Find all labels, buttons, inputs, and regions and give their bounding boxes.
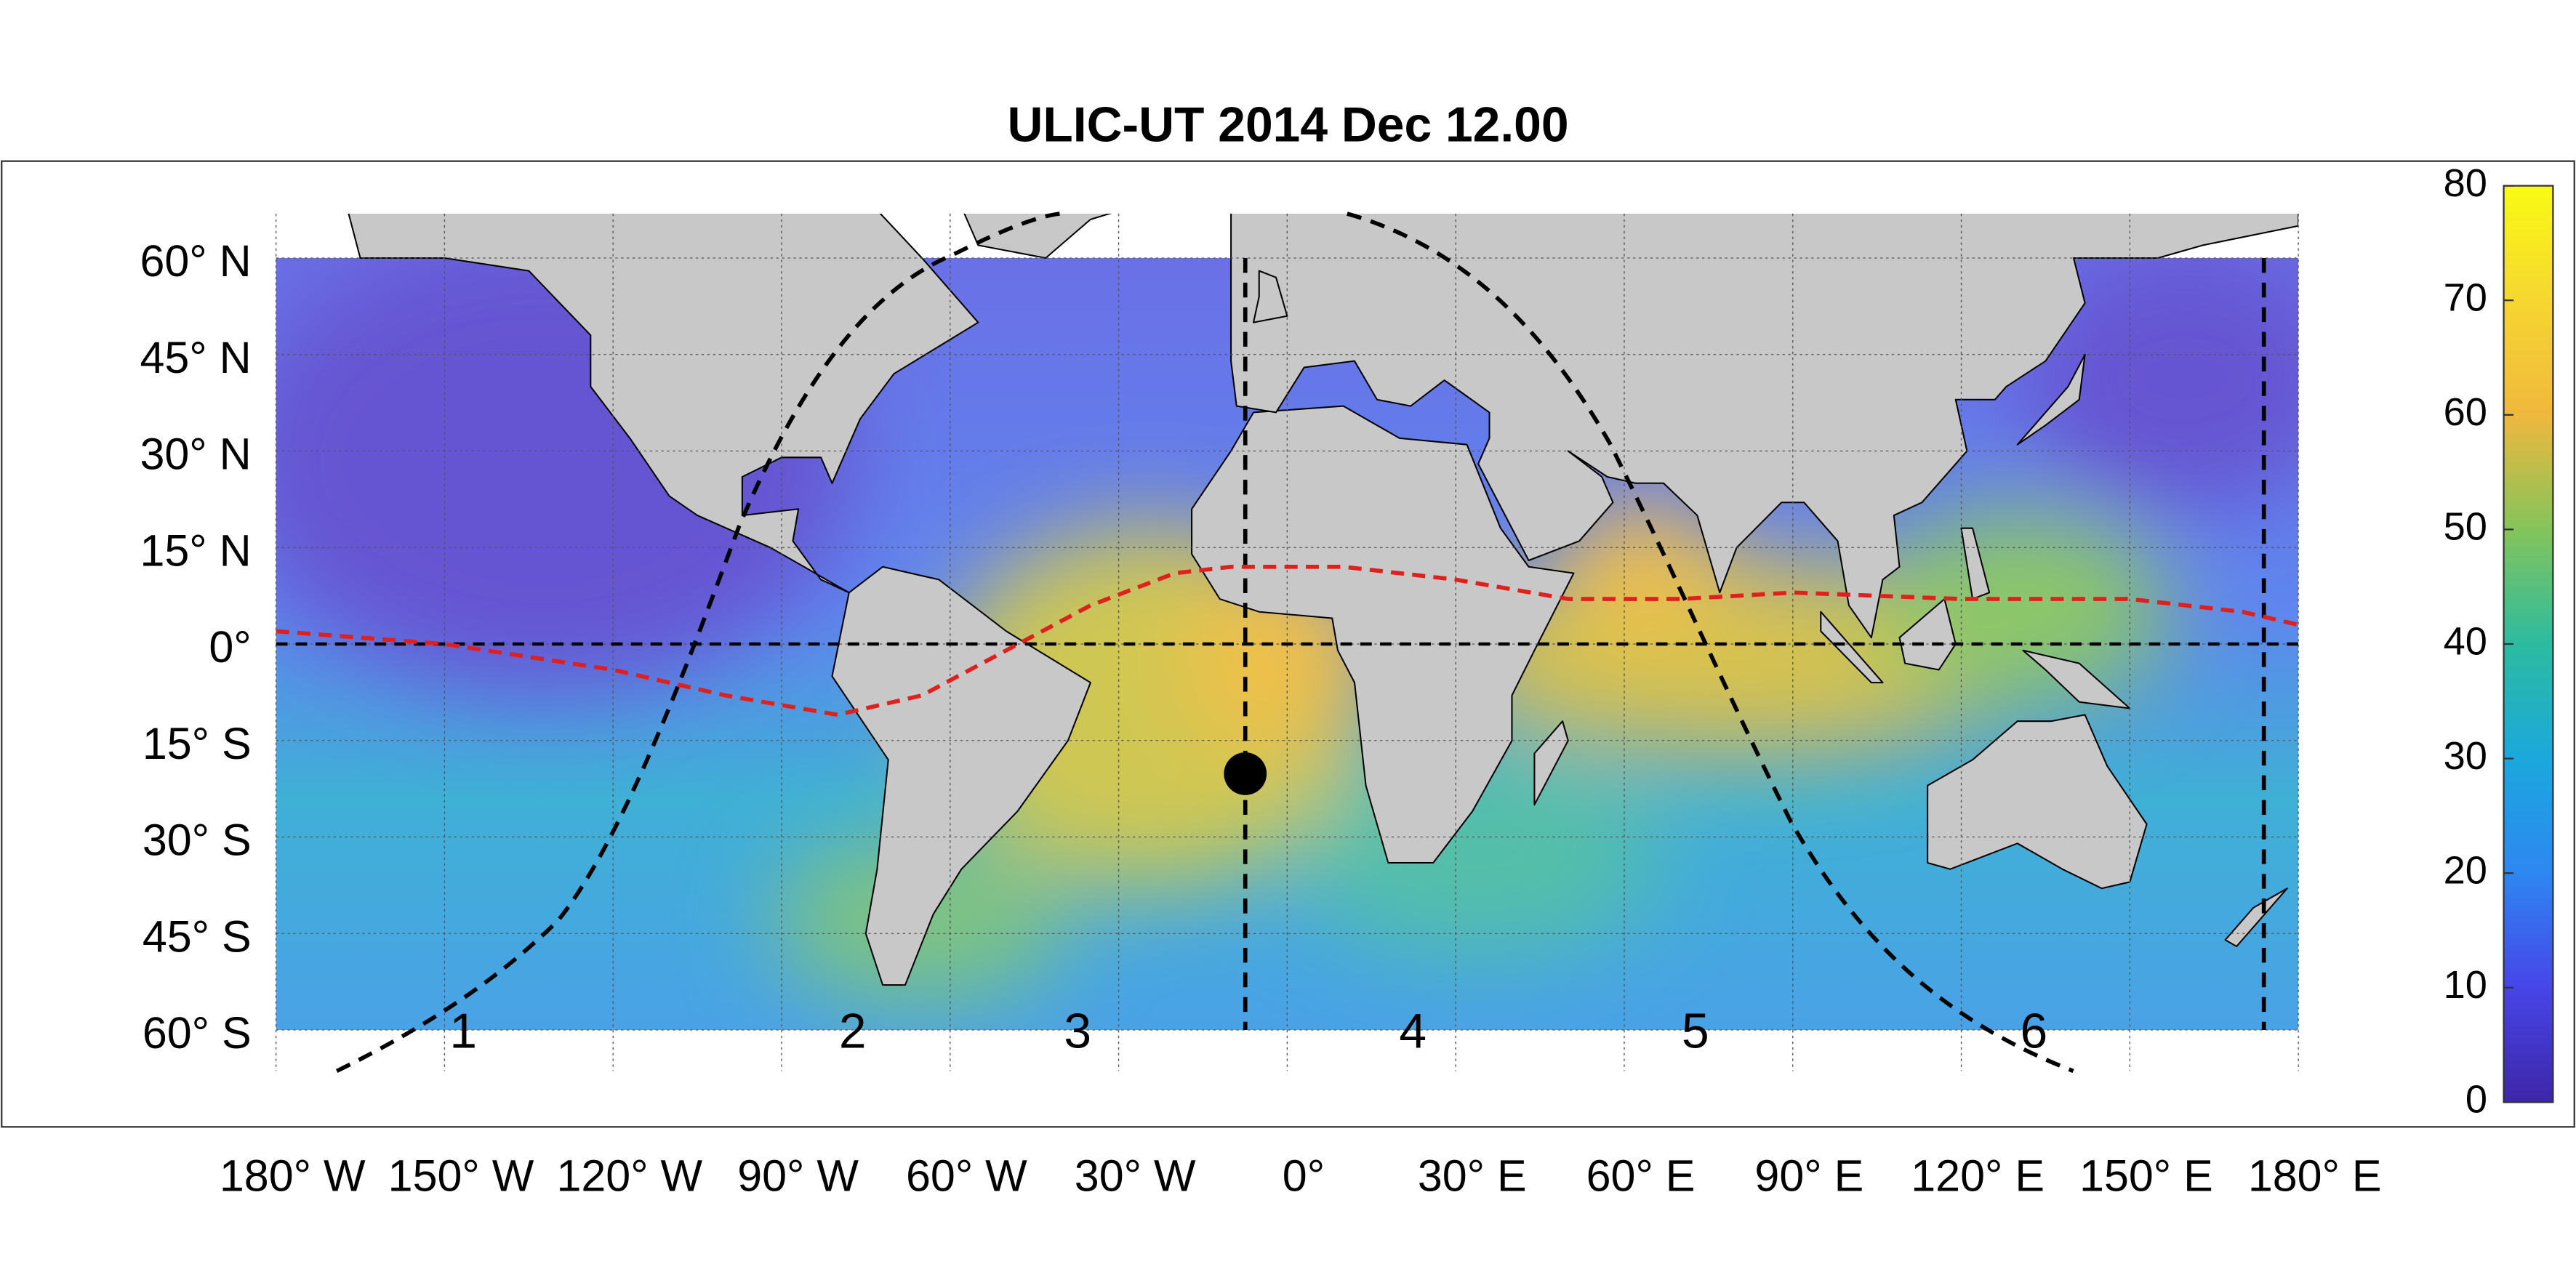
landmass (348, 213, 979, 594)
latitude-label: 30° S (143, 816, 252, 865)
latitude-label: 45° S (143, 911, 252, 961)
zone-label: 1 (449, 1005, 477, 1059)
frame (1, 160, 2575, 1128)
longitude-label: 30° E (1418, 1151, 1527, 1201)
colorbar-tick-label: 40 (2444, 619, 2487, 663)
colorbar-tick-label: 20 (2444, 849, 2487, 893)
latitude-label: 45° N (140, 333, 251, 382)
zone-label: 2 (839, 1005, 867, 1059)
colorbar-tick-label: 50 (2444, 505, 2487, 549)
colorbar-tick-label: 70 (2444, 276, 2487, 320)
longitude-label: 90° E (1754, 1151, 1863, 1201)
landmass (2022, 649, 2131, 709)
latitude-label: 60° N (140, 236, 251, 286)
longitude-label: 0° (1283, 1151, 1325, 1201)
colorbar-tick-label: 60 (2444, 390, 2487, 434)
magnetic-equator (276, 564, 2299, 717)
latitude-label: 60° S (143, 1008, 252, 1058)
longitude-label: 180° E (2248, 1151, 2382, 1201)
longitude-label: 120° E (1911, 1151, 2045, 1201)
colorbar-tick-label: 0 (2465, 1078, 2487, 1122)
landmass (1898, 598, 1957, 671)
longitude-label: 120° W (556, 1151, 702, 1201)
colorbar-tick-label: 80 (2444, 161, 2487, 205)
zone-label: 3 (1064, 1005, 1091, 1059)
latitude-label: 0° (209, 622, 251, 672)
longitude-label: 150° W (388, 1151, 534, 1201)
zone-label: 4 (1399, 1005, 1427, 1059)
landmass (1533, 720, 1569, 806)
landmass (1960, 527, 1991, 600)
landmass (1230, 213, 2299, 639)
zone-label: 5 (1682, 1005, 1709, 1059)
landmass (1253, 270, 1288, 323)
latitude-label: 15° S (143, 719, 252, 768)
landmass (963, 213, 1112, 259)
landmass (2016, 353, 2086, 446)
longitude-label: 180° W (220, 1151, 366, 1201)
longitude-label: 60° E (1586, 1151, 1696, 1201)
longitude-label: 30° W (1075, 1151, 1196, 1201)
latitude-label: 15° N (140, 526, 251, 575)
latitude-label: 30° N (140, 430, 251, 479)
longitude-label: 60° W (906, 1151, 1027, 1201)
landmass (1820, 611, 1884, 684)
terminator-curve (1347, 212, 2074, 1074)
subsolar-point (1224, 752, 1267, 795)
colorbar-tick-label: 10 (2444, 963, 2487, 1007)
longitude-label: 150° E (2079, 1151, 2213, 1201)
zone-label: 6 (2020, 1005, 2047, 1059)
landmass (831, 565, 1091, 986)
longitude-label: 90° W (737, 1151, 859, 1201)
colorbar-tick-label: 30 (2444, 734, 2487, 778)
continents (348, 213, 2299, 986)
terminator-curve (335, 212, 1060, 1074)
landmass (2224, 887, 2288, 948)
title: ULIC-UT 2014 Dec 12.00 (1007, 97, 1568, 152)
